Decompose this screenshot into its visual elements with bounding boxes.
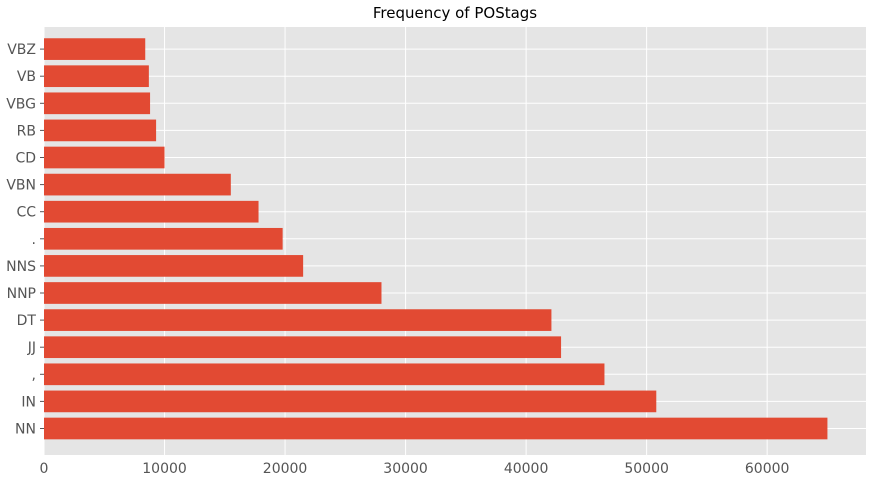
bar bbox=[44, 390, 657, 413]
y-tick-label: JJ bbox=[27, 340, 36, 356]
bar bbox=[44, 282, 382, 304]
y-tick-label: CD bbox=[15, 151, 36, 167]
bar bbox=[44, 336, 562, 359]
bars bbox=[44, 38, 828, 440]
x-tick-label: 30000 bbox=[383, 461, 428, 477]
bar bbox=[44, 38, 146, 60]
bar bbox=[44, 119, 157, 142]
y-tick-label: NN bbox=[15, 422, 36, 438]
x-tick-label: 60000 bbox=[745, 461, 790, 477]
y-tick-label: NNP bbox=[7, 286, 36, 302]
bar bbox=[44, 255, 304, 277]
y-tick-label: VBG bbox=[6, 96, 36, 112]
y-tick-label: . bbox=[32, 232, 36, 248]
x-tick-labels: 0 10000 20000 30000 40000 50000 60000 bbox=[40, 461, 790, 477]
y-tick-label: DT bbox=[17, 313, 37, 329]
y-tick-label: CC bbox=[16, 205, 36, 221]
y-tick-label: , bbox=[32, 367, 36, 383]
y-tick-labels: NN IN, JJ DT NNP NNS. CC VBN CD RB VBG VB VBZ bbox=[6, 42, 44, 438]
bar bbox=[44, 363, 605, 386]
bar bbox=[44, 417, 828, 440]
y-tick-label: IN bbox=[21, 394, 36, 410]
x-tick-label: 20000 bbox=[263, 461, 308, 477]
x-tick-label: 0 bbox=[40, 461, 49, 477]
bar bbox=[44, 200, 259, 223]
y-tick-label: RB bbox=[17, 123, 36, 139]
bar bbox=[44, 309, 552, 331]
y-tick-label: VB bbox=[17, 69, 36, 85]
chart-title: Frequency of POStags bbox=[373, 4, 537, 22]
bar bbox=[44, 92, 151, 115]
x-tick-label: 40000 bbox=[504, 461, 549, 477]
y-tick-label: NNS bbox=[6, 259, 36, 275]
bar bbox=[44, 146, 165, 169]
y-tick-label: VBN bbox=[6, 178, 36, 194]
bar bbox=[44, 227, 283, 250]
y-tick-label: VBZ bbox=[7, 42, 36, 58]
bar bbox=[44, 173, 231, 196]
x-tick-label: 10000 bbox=[142, 461, 187, 477]
bar bbox=[44, 65, 149, 88]
x-tick-label: 50000 bbox=[624, 461, 669, 477]
